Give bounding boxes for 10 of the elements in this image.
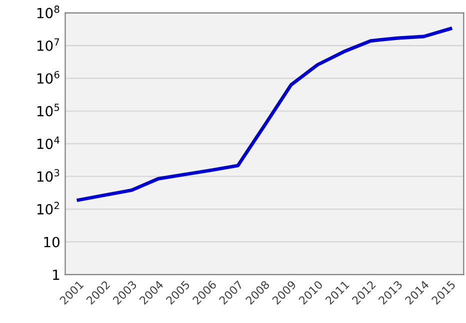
y-tick-label: 10$^{5}$: [37, 104, 60, 116]
y-tick-label: 10$^{4}$: [37, 136, 60, 150]
y-tick-label: 10: [44, 236, 60, 248]
y-tick-label: 10$^{7}$: [37, 38, 60, 52]
y-tick-label: 10$^{2}$: [37, 202, 59, 215]
y-tick-label: 10$^{8}$: [37, 6, 60, 18]
y-tick-label: 10$^{6}$: [37, 70, 60, 84]
y-tick-label: 10$^{3}$: [37, 169, 60, 182]
line-series: [76, 26, 452, 202]
y-tick-label: 1: [53, 270, 60, 280]
